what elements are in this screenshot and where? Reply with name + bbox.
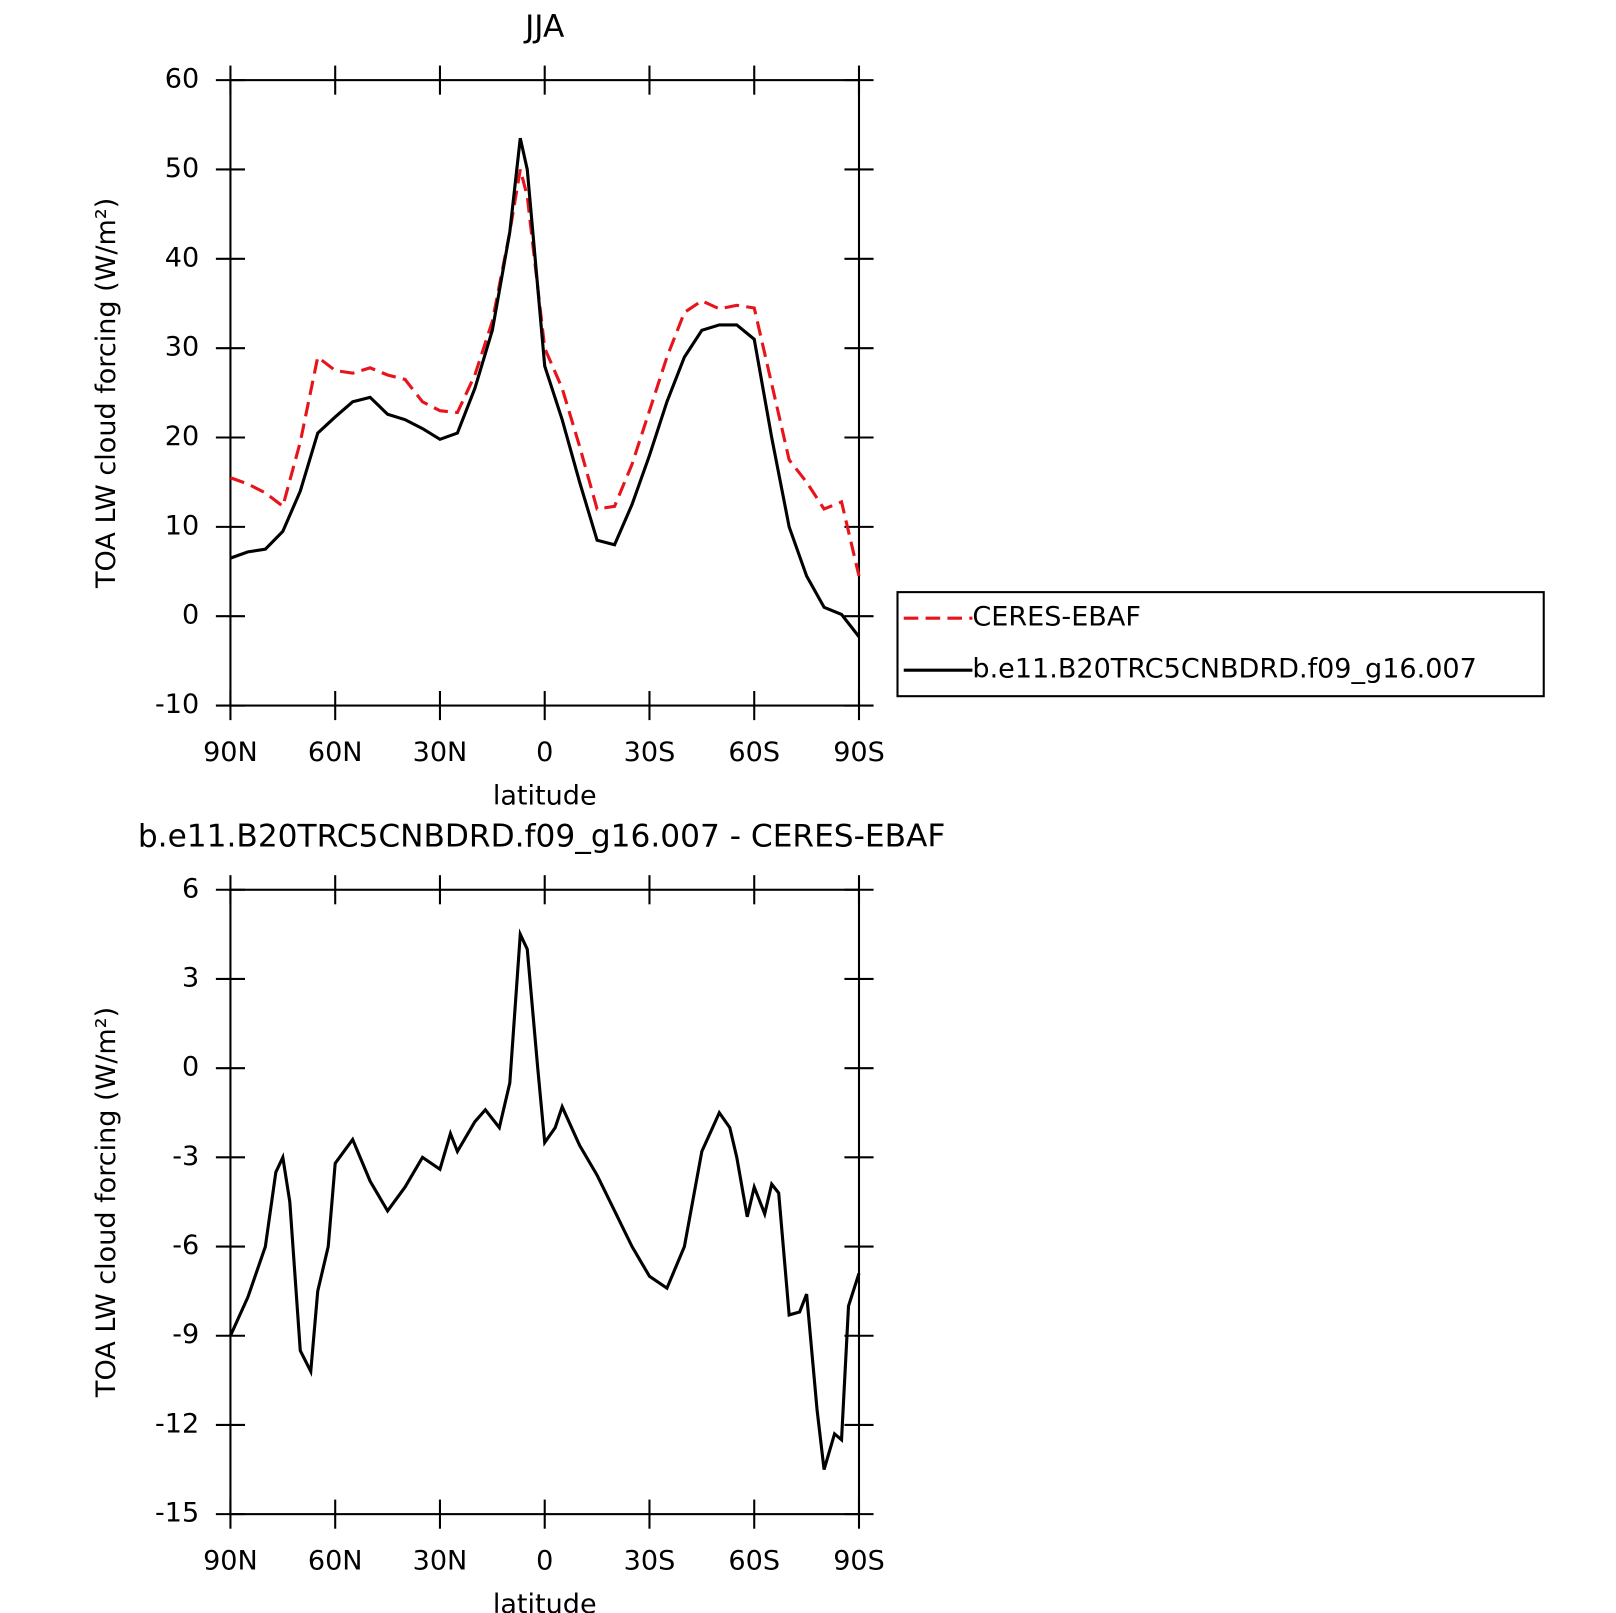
y-tick-label: -9 xyxy=(172,1319,199,1350)
y-tick-label: 50 xyxy=(165,153,199,184)
x-tick-label: 90N xyxy=(203,737,258,768)
y-tick-label: -3 xyxy=(172,1141,199,1172)
chart-title: JJA xyxy=(523,9,565,45)
x-tick-label: 60N xyxy=(308,737,363,768)
x-axis-label: latitude xyxy=(493,781,597,812)
x-tick-label: 60N xyxy=(308,1546,363,1577)
data-line xyxy=(229,137,861,638)
y-tick-label: 60 xyxy=(165,64,199,95)
x-tick-label: 60S xyxy=(728,737,780,768)
x-tick-label: 30N xyxy=(413,1546,468,1577)
y-tick-label: -6 xyxy=(172,1230,199,1261)
x-tick-label: 30S xyxy=(624,1546,676,1577)
y-tick-label: -12 xyxy=(155,1408,199,1439)
chart-title: b.e11.B20TRC5CNBDRD.f09_g16.007 - CERES-… xyxy=(138,819,945,855)
y-tick-label: 3 xyxy=(182,962,199,993)
x-tick-label: 30N xyxy=(413,737,468,768)
y-tick-label: 40 xyxy=(165,242,199,273)
y-tick-label: 10 xyxy=(165,510,199,541)
x-axis-label: latitude xyxy=(493,1589,597,1613)
data-line xyxy=(229,169,861,577)
y-tick-label: -15 xyxy=(155,1498,199,1529)
y-tick-label: 0 xyxy=(182,1052,199,1083)
y-tick-label: 20 xyxy=(165,421,199,452)
x-tick-label: 90S xyxy=(833,737,885,768)
y-tick-label: 6 xyxy=(182,873,199,904)
x-tick-label: 30S xyxy=(624,737,676,768)
y-tick-label: 30 xyxy=(165,332,199,363)
legend-label: b.e11.B20TRC5CNBDRD.f09_g16.007 xyxy=(972,654,1476,685)
legend-box xyxy=(896,591,1545,698)
plot-frame xyxy=(229,888,861,1516)
y-axis-label: TOA LW cloud forcing (W/m²) xyxy=(91,1007,122,1398)
data-line xyxy=(229,928,861,1470)
x-tick-label: 0 xyxy=(536,737,553,768)
x-tick-label: 90N xyxy=(203,1546,258,1577)
x-tick-label: 0 xyxy=(536,1546,553,1577)
y-axis-label: TOA LW cloud forcing (W/m²) xyxy=(91,198,122,589)
x-tick-label: 60S xyxy=(728,1546,780,1577)
y-tick-label: 0 xyxy=(182,600,199,631)
y-tick-label: -10 xyxy=(155,689,199,720)
x-tick-label: 90S xyxy=(833,1546,885,1577)
legend-label: CERES-EBAF xyxy=(972,602,1141,633)
